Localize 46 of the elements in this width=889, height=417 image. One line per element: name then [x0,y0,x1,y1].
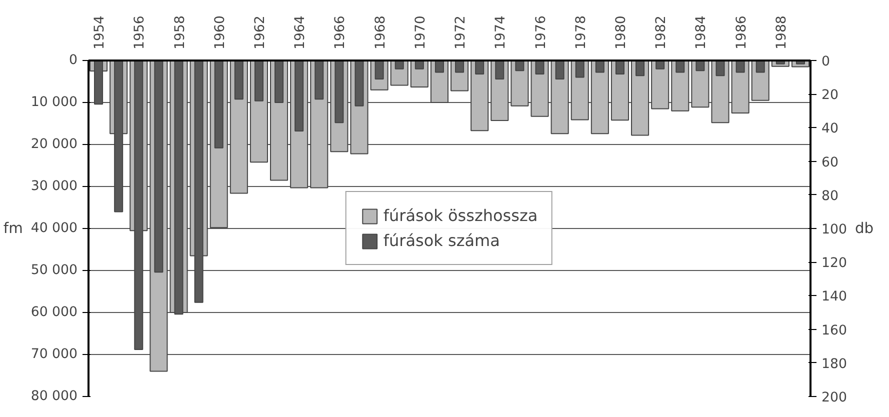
y-tick-label: 40 000 [30,221,78,236]
y2-tick-label: 160 [822,323,847,338]
y2-tick-label: 120 [822,256,847,272]
y-tick-label: 50 000 [30,263,78,278]
y2-axis-title: db [854,220,874,237]
y-tick-label: 70 000 [30,347,78,362]
bar [590,60,609,134]
y2-tick-label: 80 [822,188,838,204]
y2-tick-label: 180 [822,356,847,372]
legend-label: fúrások száma [383,231,500,250]
bar [631,60,650,136]
x-tick-label: 1966 [333,16,348,50]
x-tick-label: 1986 [734,16,750,50]
bar [470,60,489,132]
x-tick-label: 1976 [534,16,549,50]
x-tick-label: 1970 [413,16,428,50]
x-tick-label: 1964 [293,16,308,50]
x-tick-label: 1984 [694,16,710,50]
y-tick-label: 10 000 [30,95,78,110]
x-tick-label: 1972 [454,16,469,50]
y2-tick-label: 200 [822,390,847,406]
y2-tick-label: 60 [822,155,838,170]
y-tick-label: 80 000 [30,389,78,404]
y2-tick-label: 100 [822,222,847,238]
x-tick-label: 1960 [212,16,228,50]
x-tick-label: 1974 [494,16,509,50]
x-tick-label: 1954 [92,16,108,50]
y2-tick-label: 140 [822,290,847,305]
y-axis-title: fm [3,220,23,237]
y2-tick-label: 0 [822,54,830,70]
x-tick-label: 1968 [373,16,388,50]
bar [651,60,670,110]
x-tick-label: 1980 [614,16,629,50]
x-tick-label: 1956 [132,16,148,50]
x-tick-label: 1958 [172,16,188,50]
y-tick-label: 60 000 [30,305,78,320]
y-tick-label: 20 000 [30,137,78,152]
y2-tick-label: 20 [822,88,838,104]
x-tick-label: 1988 [774,16,790,50]
x-tick-label: 1978 [574,16,589,50]
y-tick-label: 30 000 [30,179,78,194]
y-tick-label: 0 [69,53,78,68]
y2-tick-label: 40 [822,122,838,137]
x-tick-label: 1962 [252,16,268,50]
legend-label: fúrások összhossza [383,206,538,225]
x-tick-label: 1982 [654,16,670,50]
